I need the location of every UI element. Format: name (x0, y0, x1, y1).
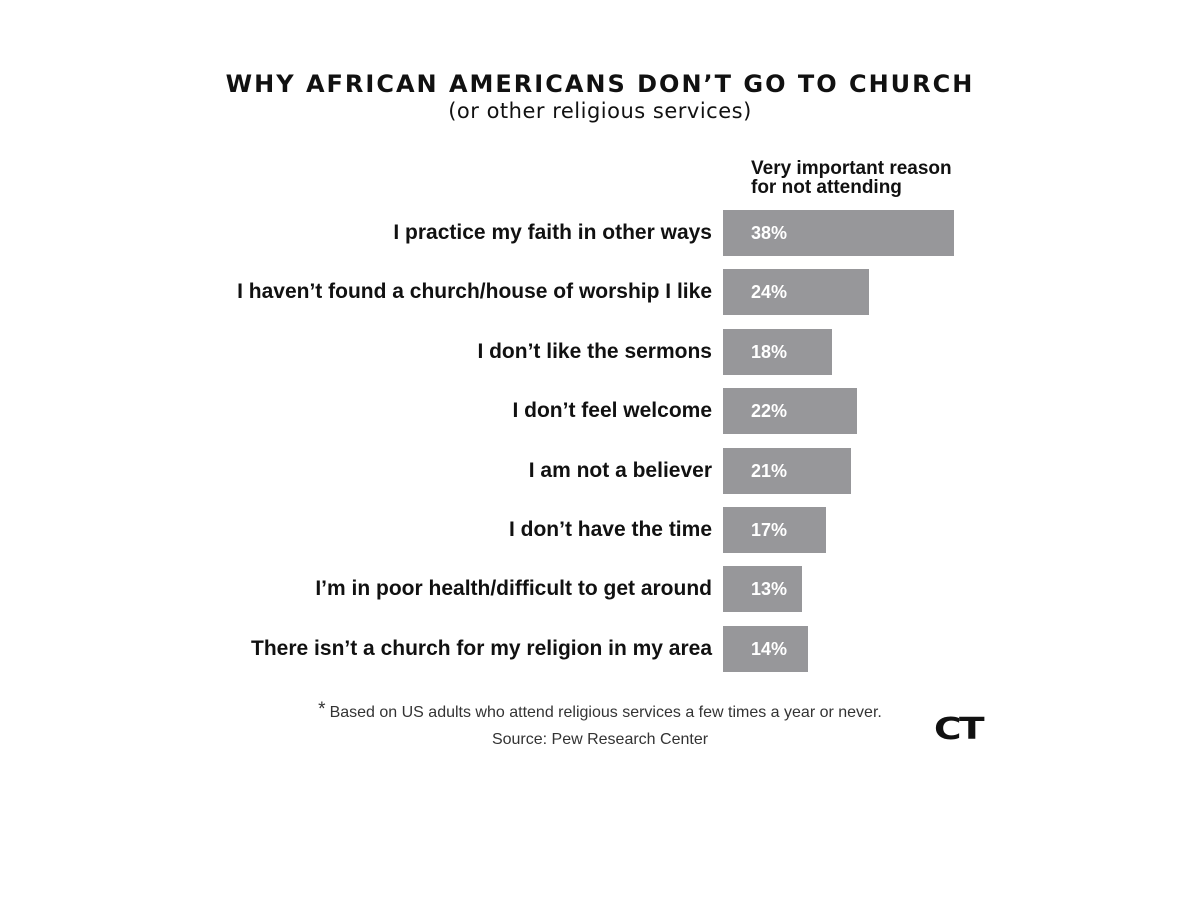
ct-logo: CT (934, 712, 985, 747)
bar (723, 626, 808, 672)
bar-value-label: 21% (751, 461, 788, 481)
bar-value-label: 38% (751, 223, 788, 243)
bar (723, 566, 802, 612)
bar-value-label: 24% (751, 282, 788, 302)
footnote-text: Based on US adults who attend religious … (329, 704, 882, 721)
category-label: I don’t have the time (508, 518, 712, 541)
bar-value-label: 18% (751, 342, 788, 362)
bar (723, 388, 857, 434)
bar (723, 269, 869, 315)
column-header-line-2: for not attending (751, 177, 902, 198)
chart-subtitle: (or other religious services) (448, 99, 752, 123)
category-label: I haven’t found a church/house of worshi… (237, 280, 712, 303)
bar (723, 448, 851, 494)
source-note: Source: Pew Research Center (491, 731, 709, 748)
chart-title: WHY AFRICAN AMERICANS DON’T GO TO CHURCH (225, 70, 975, 98)
category-label: I’m in poor health/difficult to get arou… (315, 577, 712, 600)
category-label: I don’t like the sermons (477, 340, 712, 363)
bar-value-label: 22% (751, 401, 788, 421)
column-header-line-1: Very important reason (751, 158, 952, 179)
bar (723, 329, 832, 375)
bar-value-label: 13% (751, 579, 788, 599)
category-label: I am not a believer (528, 459, 712, 482)
bar-value-label: 14% (751, 639, 788, 659)
category-label: There isn’t a church for my religion in … (251, 637, 712, 660)
footnote: * Based on US adults who attend religious… (0, 699, 1200, 722)
bar (723, 210, 954, 256)
footnote-star: * (318, 699, 326, 720)
category-label: I don’t feel welcome (512, 399, 712, 422)
category-label: I practice my faith in other ways (393, 221, 712, 244)
bar-value-label: 17% (751, 520, 788, 540)
bar (723, 507, 826, 553)
column-header: Very important reason for not attending (751, 159, 1011, 197)
